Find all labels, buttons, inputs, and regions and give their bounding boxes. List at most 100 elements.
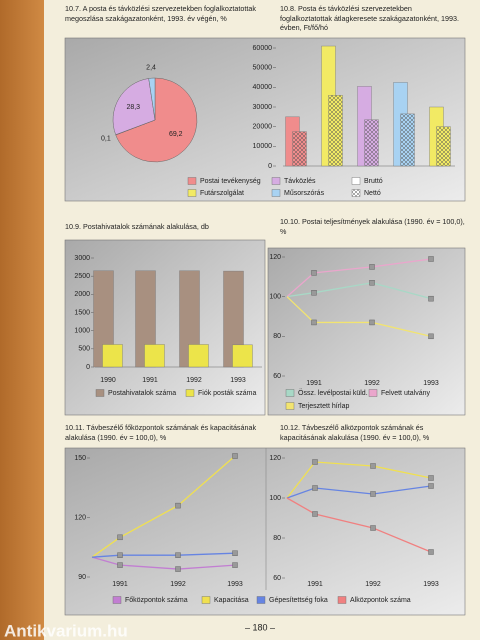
bar [328,94,343,167]
marker [369,319,375,326]
x-tick-label: 1991 [306,380,322,387]
x-tick-label: 1991 [307,581,323,588]
line [286,258,432,298]
legend-label: Kapacitása [214,597,249,604]
marker [311,319,317,326]
chart-title: 10.10. Postai teljesítmények alakulása (… [280,217,465,236]
marker [428,295,434,302]
marker [428,475,434,481]
legend-label: Futárszolgálat [200,190,244,197]
y-tick-label: 1500 [74,309,90,316]
y-tick-label: 2000 [74,291,90,298]
legend-label: Össz. levélpostai küld. [298,389,368,397]
y-tick-label: 0 [86,364,90,371]
marker [428,333,434,340]
bar [188,344,209,368]
line [91,455,236,558]
line [91,556,236,570]
pie-slice [112,78,156,136]
y-tick-label: 60000 [253,45,273,52]
legend-swatch [368,389,378,397]
y-tick-label: 120 [269,455,281,462]
line [286,296,432,337]
legend-swatch [351,189,361,197]
data-label: 0,1 [101,135,111,142]
chart-title: 10.9. Postahivatalok számának alakulása,… [65,222,209,231]
marker [370,491,376,497]
x-tick-label: 1991 [142,377,158,384]
legend-label: Műsorszórás [284,190,325,197]
watermark: Antikvarium.hu [4,621,128,640]
line [286,461,432,499]
marker [428,483,434,489]
legend-label: Főközpontok száma [125,597,188,604]
x-tick-label: 1993 [423,581,439,588]
legend-swatch [201,596,211,604]
line [286,485,432,499]
chart-title: 10.12. Távbeszélő alközpontok számának é… [280,423,430,442]
legend-label: Terjesztett hírlap [298,403,349,410]
marker [369,264,375,270]
marker [117,534,123,541]
legend-swatch [271,177,281,185]
bar [400,113,415,167]
y-tick-label: 40000 [253,84,273,91]
chart-title: 10.11. Távbeszélő főközpontok számának é… [65,423,257,442]
x-tick-label: 1992 [365,581,381,588]
y-tick-label: 2500 [74,273,90,280]
legend-label: Postai tevékenység [200,178,261,185]
pie-slice [115,77,198,163]
legend-label: Bruttó [364,178,383,185]
margin-strip [0,0,44,640]
legend-label: Postahivatalok száma [108,390,176,397]
marker [369,280,375,286]
legend-swatch [337,596,347,604]
x-tick-label: 1992 [186,377,202,384]
legend-swatch [95,389,105,397]
y-tick-label: 20000 [253,124,273,131]
marker [117,552,123,558]
y-tick-label: 50000 [253,65,273,72]
chart-title: 10.8. Posta és távközlési szervezetekben… [280,4,460,32]
marker [312,459,318,465]
data-label: 2,4 [146,64,156,71]
line [286,497,432,553]
legend-swatch [112,596,122,604]
data-label: 69,2 [169,131,183,138]
y-tick-label: 60 [273,373,281,380]
legend-label: Távközlés [284,178,316,185]
marker [175,566,181,572]
y-tick-label: 100 [269,495,281,502]
x-tick-label: 1993 [423,380,439,387]
bar [364,119,379,167]
bar [292,131,307,167]
marker [428,549,434,555]
marker [232,550,238,556]
x-tick-label: 1991 [112,581,128,588]
y-tick-label: 500 [78,346,90,353]
legend-swatch [187,177,197,185]
legend-label: Felvett utalvány [381,390,431,397]
marker [311,270,317,276]
bar [436,126,451,167]
legend-swatch [285,389,295,397]
y-tick-label: 80 [273,333,281,340]
marker [175,552,181,558]
x-tick-label: 1993 [227,581,243,588]
legend-swatch [285,402,295,410]
bar [144,344,165,368]
x-tick-label: 1990 [100,377,116,384]
chart-title: 10.7. A posta és távközlési szervezetekb… [65,4,256,23]
bar [232,344,253,368]
marker [311,290,317,296]
panel [267,247,466,416]
y-tick-label: 80 [273,535,281,542]
y-tick-label: 120 [269,254,281,261]
data-label: 28,3 [126,104,140,111]
x-tick-label: 1992 [364,380,380,387]
y-tick-label: 100 [269,294,281,301]
y-tick-label: 120 [74,514,86,521]
y-tick-label: 30000 [253,104,273,111]
